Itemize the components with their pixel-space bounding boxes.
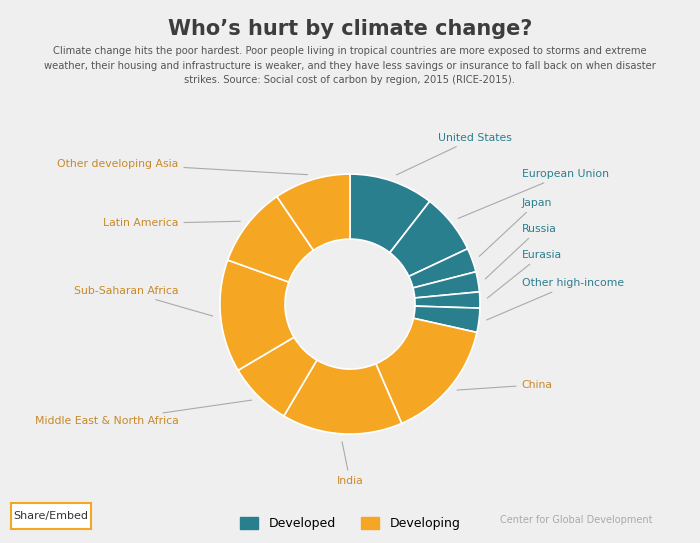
Wedge shape xyxy=(390,201,468,276)
Wedge shape xyxy=(376,318,477,424)
Text: Russia: Russia xyxy=(485,224,556,279)
Text: Sub-Saharan Africa: Sub-Saharan Africa xyxy=(74,286,213,316)
Wedge shape xyxy=(228,197,314,282)
Text: European Union: European Union xyxy=(458,169,608,218)
Text: India: India xyxy=(337,442,363,485)
Text: Share/Embed: Share/Embed xyxy=(13,512,88,521)
Text: Eurasia: Eurasia xyxy=(487,250,561,298)
Text: China: China xyxy=(457,380,552,390)
Wedge shape xyxy=(277,174,350,250)
Wedge shape xyxy=(413,272,480,298)
Text: United States: United States xyxy=(396,132,512,175)
Wedge shape xyxy=(238,337,317,416)
Text: Climate change hits the poor hardest. Poor people living in tropical countries a: Climate change hits the poor hardest. Po… xyxy=(44,46,656,85)
Wedge shape xyxy=(414,292,480,308)
Text: Other high-income: Other high-income xyxy=(486,278,624,320)
Legend: Developed, Developing: Developed, Developing xyxy=(236,513,464,534)
Text: Center for Global Development: Center for Global Development xyxy=(500,515,653,525)
Wedge shape xyxy=(414,306,480,332)
Text: Japan: Japan xyxy=(480,198,552,256)
Wedge shape xyxy=(220,260,294,370)
Text: Latin America: Latin America xyxy=(103,218,240,229)
Text: Middle East & North Africa: Middle East & North Africa xyxy=(34,400,251,426)
Wedge shape xyxy=(350,174,430,252)
Text: Other developing Asia: Other developing Asia xyxy=(57,159,307,175)
Wedge shape xyxy=(284,360,402,434)
Text: Who’s hurt by climate change?: Who’s hurt by climate change? xyxy=(168,19,532,39)
Wedge shape xyxy=(409,249,476,288)
